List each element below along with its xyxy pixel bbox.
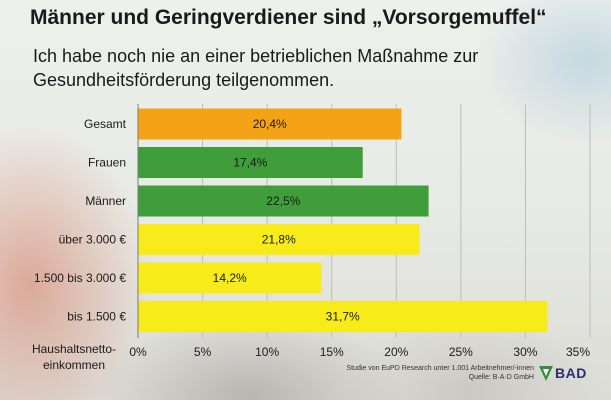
x-tick-label: 5%: [194, 345, 212, 359]
x-axis-label-line2: einkommen: [42, 358, 106, 372]
bar: [138, 262, 322, 294]
bar-value-label: 17,4%: [233, 156, 267, 170]
bar: [138, 147, 363, 178]
x-tick-label: 20%: [384, 345, 408, 359]
bar-value-label: 31,7%: [326, 310, 360, 324]
category-label: Frauen: [88, 156, 126, 170]
bar-value-label: 14,2%: [213, 271, 247, 285]
source-study: Studie von EuPD Research unter 1.001 Arb…: [346, 365, 534, 372]
bar-value-label: 20,4%: [253, 117, 287, 131]
bad-logo: BAD: [538, 363, 587, 383]
source-quelle: Quelle: B·A·D GmbH: [468, 374, 534, 381]
bad-logo-text: BAD: [555, 365, 587, 381]
x-tick-label: 25%: [449, 345, 473, 359]
bar-value-label: 21,8%: [262, 233, 296, 247]
x-axis-label-line1: Haushaltsnetto-: [31, 342, 117, 356]
x-tick-label: 15%: [320, 345, 344, 359]
category-label: Gesamt: [84, 117, 127, 131]
bar: [138, 185, 429, 217]
x-tick-label: 35%: [566, 345, 590, 359]
bad-logo-shield-icon: [539, 366, 553, 381]
x-tick-label: 30%: [513, 345, 537, 359]
bar: [138, 108, 402, 140]
chart-title: Männer und Geringverdiener sind „Vorsorg…: [30, 6, 547, 29]
category-label: 1.500 bis 3.000 €: [34, 271, 126, 285]
category-label: bis 1.500 €: [67, 310, 126, 324]
bar: [138, 224, 420, 255]
category-label: über 3.000 €: [59, 233, 127, 247]
bar-value-label: 22,5%: [266, 194, 300, 208]
x-axis-label: Haushaltsnetto- einkommen: [10, 341, 138, 373]
bar: [138, 301, 548, 332]
chart-subtitle: Ich habe noch nie an einer betrieblichen…: [33, 46, 479, 90]
category-label: Männer: [85, 194, 126, 208]
source-note: Studie von EuPD Research unter 1.001 Arb…: [300, 364, 534, 382]
x-tick-label: 0%: [129, 345, 147, 359]
x-tick-label: 10%: [255, 345, 279, 359]
